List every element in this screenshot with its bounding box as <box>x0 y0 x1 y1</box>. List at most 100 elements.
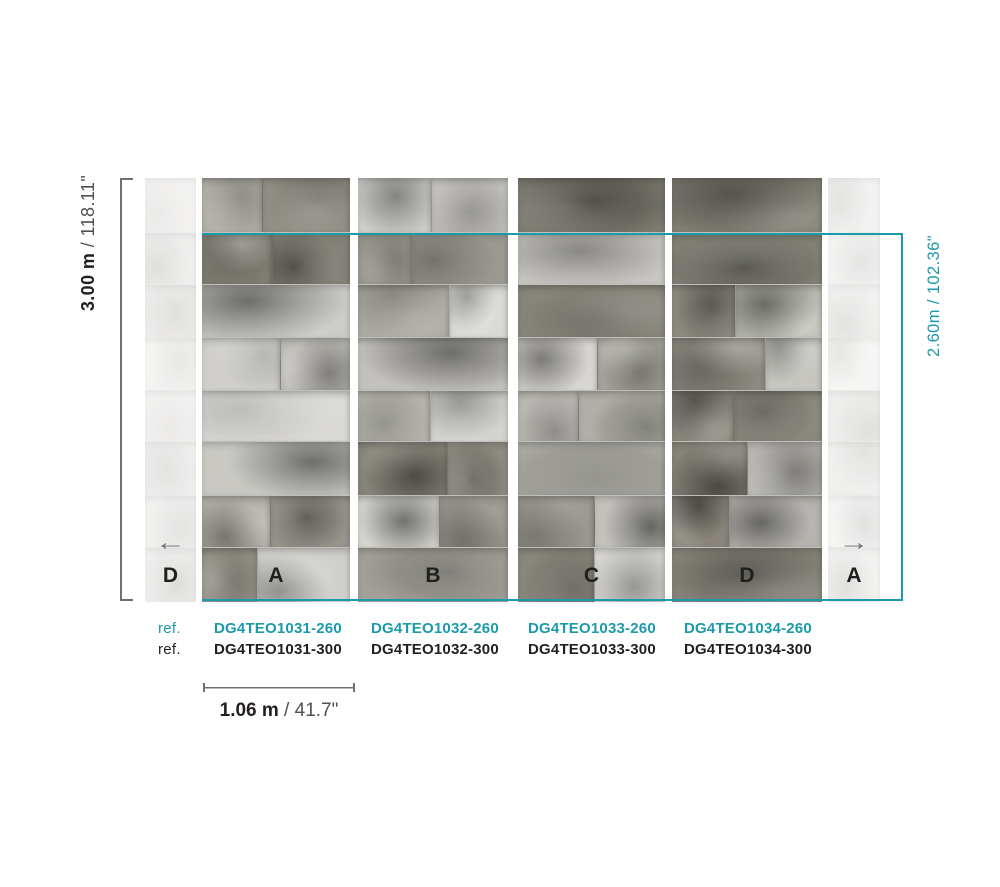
tile-row <box>672 178 822 233</box>
tile-row <box>518 178 665 233</box>
tile-row <box>358 178 508 233</box>
tile-row <box>145 337 196 390</box>
tile <box>358 547 508 602</box>
panel-b: B <box>358 178 508 602</box>
panel-texture <box>828 178 880 602</box>
panel-texture <box>202 178 350 602</box>
panel-label: A <box>268 564 284 587</box>
tile <box>728 495 822 547</box>
tile <box>518 338 597 390</box>
panel-a: A <box>202 178 350 602</box>
tile <box>202 338 280 390</box>
ref-code: DG4TEO1031-300 <box>214 641 342 658</box>
tile-row <box>828 337 880 390</box>
tile <box>518 178 665 233</box>
tile-row <box>202 440 350 495</box>
tile <box>262 178 350 233</box>
tile-row <box>672 389 822 441</box>
panel-a-right-faded: → A <box>828 178 880 602</box>
tile-row <box>358 232 508 285</box>
total-height-metric: 3.00 m <box>78 252 98 312</box>
tile-row <box>672 337 822 390</box>
ref-code: DG4TEO1034-300 <box>684 641 812 658</box>
tile <box>596 338 665 390</box>
ref-code: DG4TEO1031-260 <box>214 620 342 637</box>
tile <box>734 285 822 338</box>
tile <box>828 178 880 233</box>
tile <box>518 495 594 547</box>
tile-row <box>145 389 196 441</box>
tile <box>358 233 412 285</box>
tile <box>672 441 747 495</box>
tile <box>518 441 665 495</box>
tile-row <box>202 494 350 547</box>
tile-row <box>358 494 508 547</box>
tile <box>672 547 822 602</box>
repeat-right-arrow-icon: → <box>838 529 870 555</box>
tile-row <box>828 440 880 495</box>
tile-row <box>145 494 196 547</box>
tile-row <box>828 284 880 338</box>
panel-width-measure-line <box>203 683 355 692</box>
tile <box>518 390 578 441</box>
tile-row <box>828 232 880 285</box>
ref-label: ref. <box>158 641 181 658</box>
tile-row <box>672 232 822 285</box>
tile-row <box>202 232 350 285</box>
tile <box>518 547 595 602</box>
tile <box>145 495 196 547</box>
tile <box>828 285 880 338</box>
tile <box>672 233 822 285</box>
tile <box>828 338 880 390</box>
tile <box>145 390 196 441</box>
tile-row <box>518 337 665 390</box>
tile <box>145 441 196 495</box>
tile <box>577 390 665 441</box>
tile <box>593 495 665 547</box>
tile-row <box>518 232 665 285</box>
tile <box>202 441 350 495</box>
tile <box>672 338 766 390</box>
panel-texture <box>358 178 508 602</box>
height-bracket <box>120 178 133 601</box>
tile-row <box>145 232 196 285</box>
total-height-imperial: 118.11" <box>78 174 98 237</box>
tile <box>358 178 431 233</box>
tile-row <box>518 546 665 602</box>
tile-row <box>828 178 880 233</box>
tile <box>358 390 431 441</box>
tile <box>145 338 196 390</box>
tile <box>594 547 665 602</box>
tile-row <box>672 440 822 495</box>
tile-row <box>358 337 508 390</box>
tile-row <box>518 284 665 338</box>
tile <box>430 390 508 441</box>
tile-row <box>202 546 350 602</box>
tile-row <box>358 440 508 495</box>
tile <box>828 547 880 602</box>
tile <box>202 285 350 338</box>
tile <box>145 285 196 338</box>
tile-row <box>828 389 880 441</box>
tile-row <box>672 494 822 547</box>
tile <box>518 285 665 338</box>
repeat-left-arrow-icon: ← <box>154 529 187 555</box>
panel-width-metric: 1.06 m <box>219 700 279 721</box>
tile <box>746 441 822 495</box>
tile-row <box>358 389 508 441</box>
tile <box>672 495 729 547</box>
tile-row <box>145 546 196 602</box>
tile <box>518 233 665 285</box>
tile <box>145 547 196 602</box>
roll-height-metric: 2.60m <box>925 309 943 357</box>
tile <box>202 178 263 233</box>
tile <box>828 390 880 441</box>
tile <box>732 390 822 441</box>
tile-row <box>358 546 508 602</box>
tile-row <box>828 494 880 547</box>
panel-label: B <box>425 564 441 587</box>
tile <box>765 338 822 390</box>
tile-row <box>828 546 880 602</box>
panel-c: C <box>518 178 665 602</box>
